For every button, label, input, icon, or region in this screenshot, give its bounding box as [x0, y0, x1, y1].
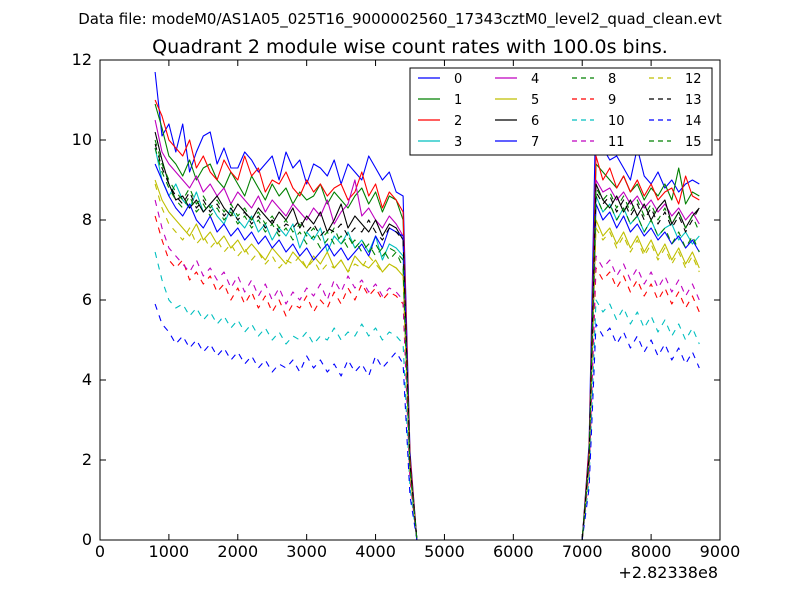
x-tick-label: 4000 [355, 542, 396, 561]
x-axis-offset-label: +2.82338e8 [618, 563, 718, 582]
legend-label-9: 9 [608, 93, 616, 108]
legend-label-14: 14 [685, 114, 702, 129]
legend-label-7: 7 [531, 135, 539, 150]
y-tick-label: 6 [82, 290, 92, 309]
y-tick-label: 2 [82, 450, 92, 469]
series-line-8 [154, 147, 700, 541]
x-tick-label: 0 [95, 542, 105, 561]
legend-label-3: 3 [454, 135, 462, 150]
y-tick-label: 12 [72, 50, 92, 69]
y-tick-label: 4 [82, 370, 92, 389]
x-tick-label: 8000 [631, 542, 672, 561]
x-tick-label: 9000 [700, 542, 741, 561]
legend-label-11: 11 [608, 135, 625, 150]
x-axis: 0 1000 2000 3000 4000 5000 6000 7000 8000 9000 [95, 60, 740, 561]
y-tick-label: 8 [82, 210, 92, 229]
legend-label-8: 8 [608, 72, 616, 87]
legend-label-1: 1 [454, 93, 462, 108]
legend-label-4: 4 [531, 72, 539, 87]
legend-label-12: 12 [685, 72, 702, 87]
y-tick-label: 10 [72, 130, 92, 149]
legend-label-6: 6 [531, 114, 539, 129]
x-tick-label: 2000 [217, 542, 258, 561]
x-tick-label: 3000 [286, 542, 327, 561]
y-tick-label: 0 [82, 530, 92, 549]
x-tick-label: 1000 [149, 542, 190, 561]
legend-box [409, 67, 713, 156]
legend-label-2: 2 [454, 114, 462, 129]
series-line-13 [154, 143, 700, 541]
chart-title: Quadrant 2 module wise count rates with … [152, 36, 668, 58]
x-tick-label: 7000 [562, 542, 603, 561]
legend-label-10: 10 [608, 114, 625, 129]
series-line-9 [154, 215, 700, 541]
x-tick-label: 5000 [424, 542, 465, 561]
figure-suptitle: Data file: modeM0/AS1A05_025T16_90000025… [78, 10, 722, 29]
legend-label-0: 0 [454, 72, 462, 87]
series-line-15 [154, 139, 700, 541]
series-line-11 [154, 199, 700, 541]
legend-label-13: 13 [685, 93, 702, 108]
legend-label-15: 15 [685, 135, 702, 150]
legend-label-5: 5 [531, 93, 539, 108]
x-tick-label: 6000 [493, 542, 534, 561]
